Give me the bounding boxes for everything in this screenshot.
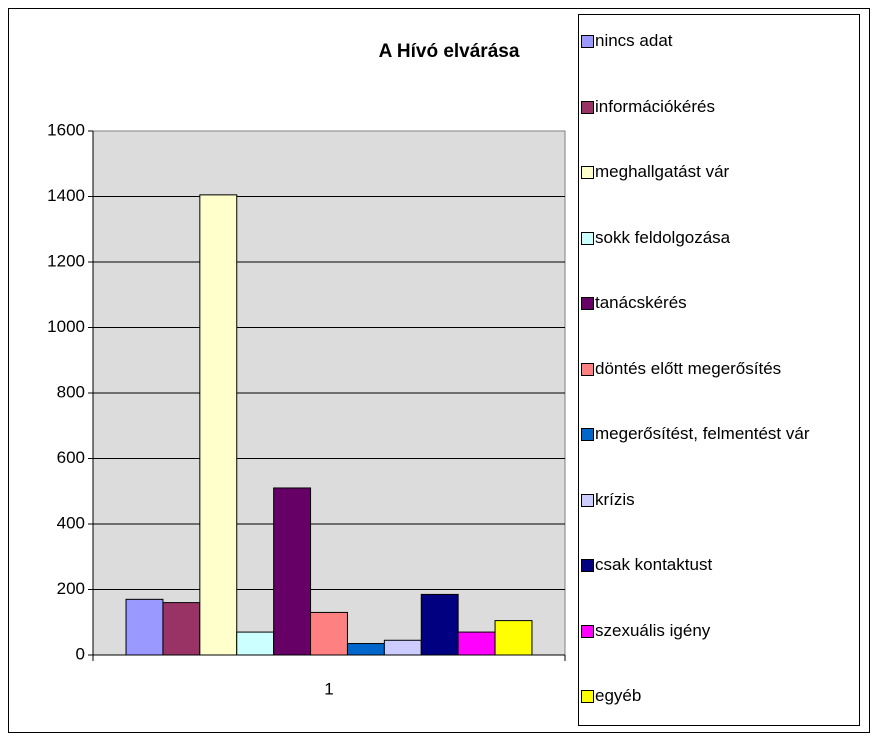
bar xyxy=(236,631,275,656)
legend-item: egyéb xyxy=(581,685,851,707)
y-tick-label: 1600 xyxy=(47,120,85,139)
bar xyxy=(162,602,201,656)
legend-swatch xyxy=(581,297,594,310)
legend-swatch xyxy=(581,690,594,703)
bar xyxy=(273,487,312,656)
legend-swatch xyxy=(581,559,594,572)
bar xyxy=(310,611,348,656)
y-tick-label: 1400 xyxy=(47,186,85,205)
bar xyxy=(346,643,385,656)
legend-item: csak kontaktust xyxy=(581,554,851,576)
legend-box xyxy=(578,14,860,726)
legend-label: sokk feldolgozása xyxy=(595,227,731,247)
y-tick-label: 0 xyxy=(76,644,85,663)
bar xyxy=(420,593,459,656)
legend-swatch xyxy=(581,493,594,507)
legend-swatch xyxy=(581,428,594,441)
legend-label: meghallgatást vár xyxy=(595,162,730,181)
legend-swatch xyxy=(581,624,594,638)
y-tick-label: 600 xyxy=(57,448,85,467)
legend-label: nincs adat xyxy=(595,31,673,50)
legend-swatch xyxy=(581,166,594,179)
legend-label: szexuális igény xyxy=(595,620,711,640)
legend-item: krízis xyxy=(581,489,851,511)
legend-swatch xyxy=(581,100,594,114)
legend-label: megerősítést, felmentést vár xyxy=(595,424,810,443)
legend-item: szexuális igény xyxy=(581,620,851,642)
y-tick-label: 400 xyxy=(57,513,85,532)
legend-item: meghallgatást vár xyxy=(581,161,851,183)
legend-item: sokk feldolgozása xyxy=(581,227,851,249)
legend-item: döntés előtt megerősítés xyxy=(581,358,851,380)
legend-swatch xyxy=(581,362,594,376)
bar xyxy=(383,639,422,656)
chart-title: A Hívó elvárása xyxy=(379,41,520,62)
bar xyxy=(494,620,533,656)
bar xyxy=(457,631,496,656)
legend-label: csak kontaktust xyxy=(595,555,713,574)
legend-item: információkérés xyxy=(581,96,851,118)
legend-label: döntés előtt megerősítés xyxy=(595,358,782,378)
legend-label: tanácskérés xyxy=(595,293,687,312)
legend-label: egyéb xyxy=(595,686,642,705)
legend-label: információkérés xyxy=(595,96,715,116)
legend-item: megerősítést, felmentést vár xyxy=(581,423,851,445)
bar xyxy=(199,194,238,656)
legend-item: nincs adat xyxy=(581,30,851,52)
y-tick-label: 1200 xyxy=(47,251,85,270)
legend-label: krízis xyxy=(595,489,635,509)
legend-swatch xyxy=(581,35,594,48)
y-tick-label: 200 xyxy=(57,579,85,598)
bar xyxy=(125,598,164,656)
legend-item: tanácskérés xyxy=(581,292,851,314)
legend-swatch xyxy=(581,231,594,245)
y-tick-label: 1000 xyxy=(47,317,85,336)
y-tick-label: 800 xyxy=(57,382,85,401)
x-tick-label: 1 xyxy=(324,679,333,698)
